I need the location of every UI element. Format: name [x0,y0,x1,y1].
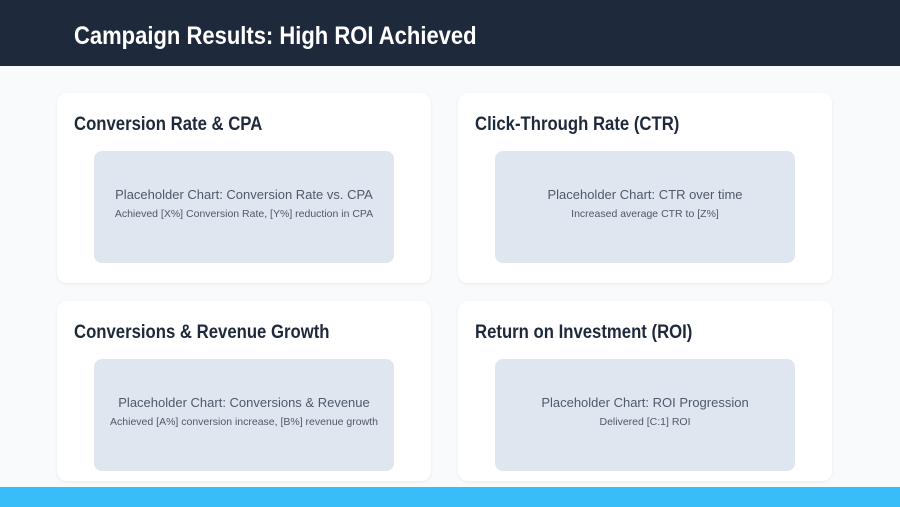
chart-placeholder-subtitle: Delivered [C:1] ROI [599,415,691,428]
chart-placeholder-subtitle: Achieved [X%] Conversion Rate, [Y%] redu… [114,207,374,220]
chart-placeholder-title: Placeholder Chart: ROI Progression [541,394,749,410]
slide-title: Campaign Results: High ROI Achieved [74,21,477,50]
chart-placeholder-click-through-rate: Placeholder Chart: CTR over time Increas… [495,151,795,263]
chart-placeholder-title: Placeholder Chart: Conversions & Revenue [118,394,370,410]
header-bar: Campaign Results: High ROI Achieved [0,0,900,66]
chart-placeholder-conversion-rate-cpa: Placeholder Chart: Conversion Rate vs. C… [94,151,394,263]
cards-grid: Conversion Rate & CPA Placeholder Chart:… [57,93,832,481]
footer-accent-bar [0,487,900,507]
card-return-on-investment: Return on Investment (ROI) Placeholder C… [458,301,832,481]
chart-placeholder-subtitle: Achieved [A%] conversion increase, [B%] … [110,415,378,428]
chart-placeholder-subtitle: Increased average CTR to [Z%] [571,207,719,220]
card-heading-click-through-rate: Click-Through Rate (CTR) [475,114,680,135]
chart-placeholder-title: Placeholder Chart: Conversion Rate vs. C… [115,186,373,202]
card-conversions-revenue-growth: Conversions & Revenue Growth Placeholder… [57,301,431,481]
chart-placeholder-title: Placeholder Chart: CTR over time [547,186,743,202]
chart-placeholder-return-on-investment: Placeholder Chart: ROI Progression Deliv… [495,359,795,471]
card-click-through-rate: Click-Through Rate (CTR) Placeholder Cha… [458,93,832,283]
card-heading-conversion-rate-cpa: Conversion Rate & CPA [74,114,263,135]
card-heading-conversions-revenue-growth: Conversions & Revenue Growth [74,322,330,343]
card-heading-return-on-investment: Return on Investment (ROI) [475,322,693,343]
card-conversion-rate-cpa: Conversion Rate & CPA Placeholder Chart:… [57,93,431,283]
chart-placeholder-conversions-revenue-growth: Placeholder Chart: Conversions & Revenue… [94,359,394,471]
